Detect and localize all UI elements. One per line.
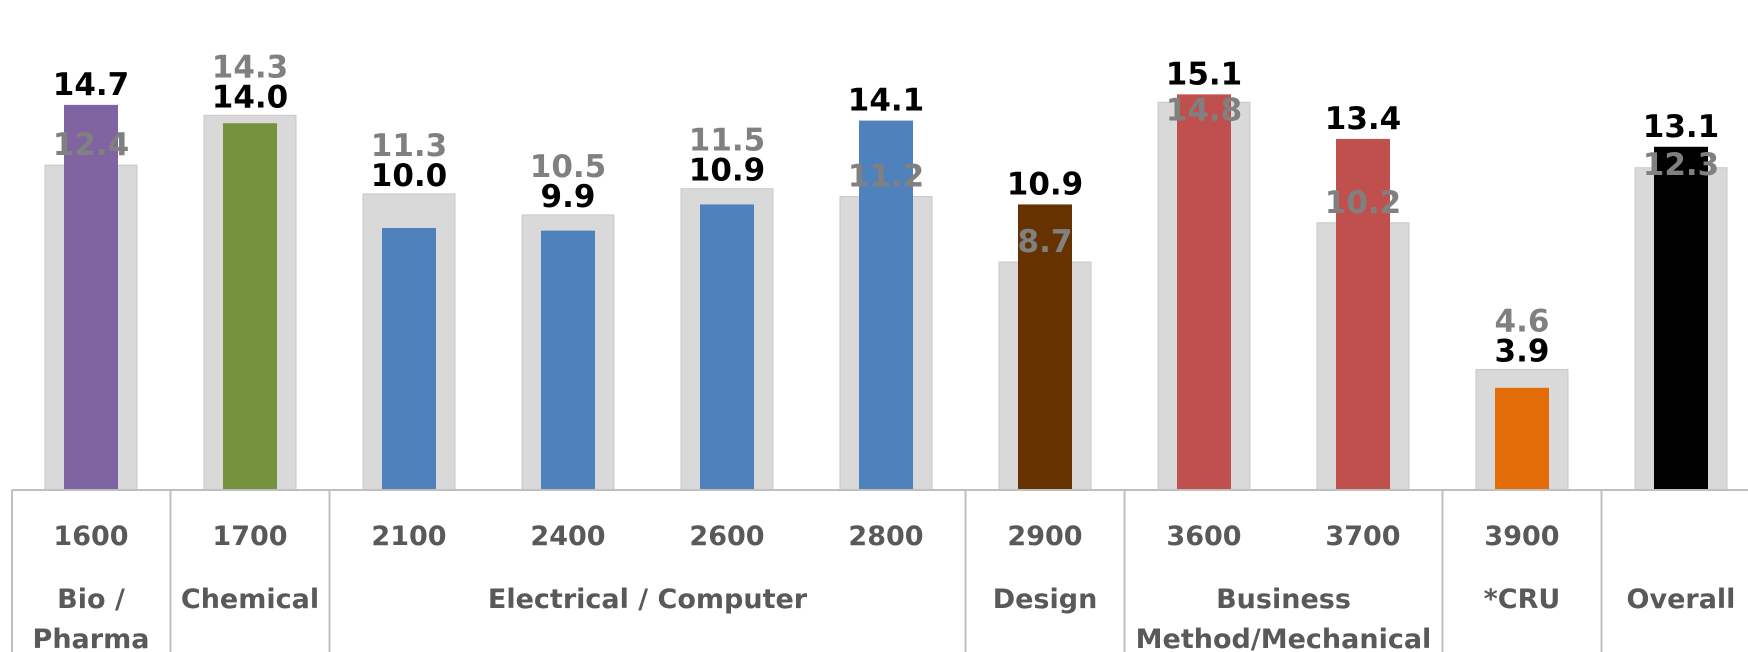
foreground-bar-3600 — [1177, 94, 1231, 490]
background-value-label: 12.3 — [1643, 147, 1720, 183]
foreground-value-label: 14.0 — [212, 79, 289, 115]
bars-layer — [44, 94, 1728, 491]
category-tick-label: 2900 — [1007, 521, 1082, 552]
group-label: Chemical — [181, 584, 319, 615]
category-axis: 1600 1700 2100 2400 2600 2800 2900 3600 3700 3900… — [11, 489, 1748, 652]
group-label-line: Business — [1216, 584, 1351, 615]
category-tick-label: 1600 — [53, 521, 128, 552]
category-tick-label: 2800 — [848, 521, 923, 552]
background-value-label: 11.3 — [371, 128, 448, 164]
background-value-label: 8.7 — [1018, 224, 1073, 260]
group-label-line: Design — [993, 584, 1098, 615]
foreground-value-label: 14.1 — [848, 83, 925, 119]
foreground-value-label: 13.4 — [1325, 101, 1402, 137]
group-label-line: Chemical — [181, 584, 319, 615]
category-tick-label: 3700 — [1325, 521, 1400, 552]
background-value-label: 10.2 — [1325, 185, 1402, 221]
foreground-bar-2600 — [700, 204, 754, 491]
group-label: Business Method/Mechanical — [1136, 584, 1432, 652]
background-value-label: 14.8 — [1166, 92, 1243, 128]
foreground-bar-Overall — [1654, 146, 1708, 490]
category-tick-label: 2100 — [371, 521, 446, 552]
background-value-label: 12.4 — [53, 127, 130, 163]
group-label-line: *CRU — [1484, 584, 1561, 615]
category-tick-label: 2600 — [689, 521, 764, 552]
group-label: Electrical / Computer — [488, 584, 808, 615]
data-labels-layer: 12.414.7 14.314.011.310.0 10.59.911.510.9 1… — [53, 49, 1720, 369]
foreground-value-label: 9.9 — [541, 179, 596, 215]
background-value-label: 10.5 — [530, 149, 607, 185]
foreground-value-label: 3.9 — [1495, 333, 1550, 369]
foreground-bar-2800 — [859, 120, 913, 490]
foreground-value-label: 10.9 — [689, 153, 766, 189]
foreground-value-label: 10.0 — [371, 158, 448, 194]
foreground-bar-2100 — [382, 228, 436, 490]
group-label: Bio / Pharma — [33, 584, 150, 652]
group-label-line: Bio / — [57, 584, 125, 615]
background-value-label: 4.6 — [1495, 303, 1550, 339]
foreground-bar-2400 — [541, 230, 595, 490]
foreground-bar-1600 — [64, 104, 118, 491]
category-tick-label: 3900 — [1484, 521, 1559, 552]
group-label: Design — [993, 584, 1098, 615]
category-tick-label: 1700 — [212, 521, 287, 552]
group-label-line: Method/Mechanical — [1136, 624, 1432, 652]
foreground-bar-3700 — [1336, 138, 1390, 491]
category-tick-label: 3600 — [1166, 521, 1241, 552]
group-label: *CRU — [1484, 584, 1561, 615]
category-tick-label: 2400 — [530, 521, 605, 552]
group-label-line: Overall — [1627, 584, 1736, 615]
background-value-label: 14.3 — [212, 49, 289, 85]
foreground-bar-1700 — [223, 123, 277, 490]
foreground-value-label: 13.1 — [1643, 109, 1720, 145]
foreground-bar-2900 — [1018, 204, 1072, 491]
group-label-line: Pharma — [33, 624, 150, 652]
background-value-label: 11.5 — [689, 123, 766, 159]
foreground-value-label: 10.9 — [1007, 166, 1084, 202]
foreground-value-label: 15.1 — [1166, 56, 1243, 92]
group-label-line: Electrical / Computer — [488, 584, 808, 615]
foreground-value-label: 14.7 — [53, 67, 130, 103]
background-value-label: 11.2 — [848, 159, 925, 195]
group-label: Overall — [1627, 584, 1736, 615]
foreground-bar-3900 — [1495, 387, 1549, 490]
